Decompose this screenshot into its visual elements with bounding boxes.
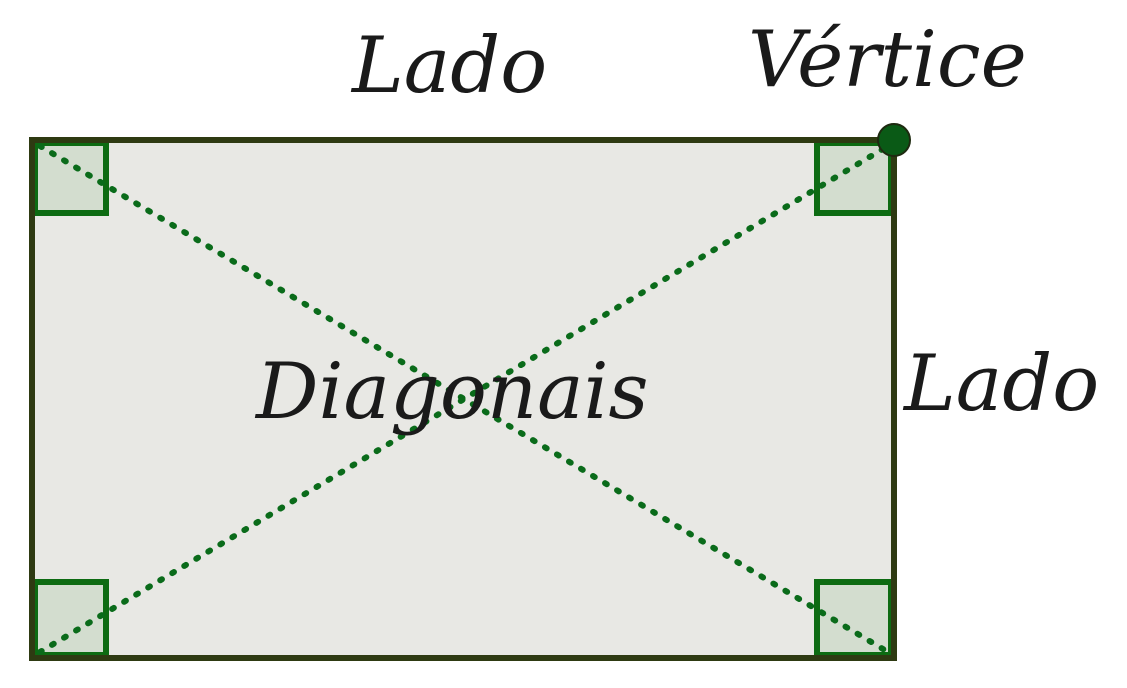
diagonal-bottom-left-to-top-right [37,143,891,655]
right-angle-markers [32,140,894,658]
label-right-side: Lado [902,339,1099,429]
label-top-side: Lado [350,21,547,111]
label-diagonals: Diagonais [254,347,649,437]
rectangle-outline [29,137,897,661]
right-angle-marker-bottom-left [32,579,109,658]
label-vertex: Vértice [748,15,1027,105]
diagonals [37,143,891,655]
right-angle-marker-bottom-right [814,579,894,658]
vertex-point [877,123,911,157]
right-angle-marker-top-left [32,140,109,216]
right-angle-marker-top-right [814,140,894,216]
